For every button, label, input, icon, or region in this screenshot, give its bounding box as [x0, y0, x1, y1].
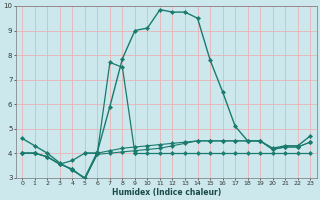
X-axis label: Humidex (Indice chaleur): Humidex (Indice chaleur) [112, 188, 221, 197]
